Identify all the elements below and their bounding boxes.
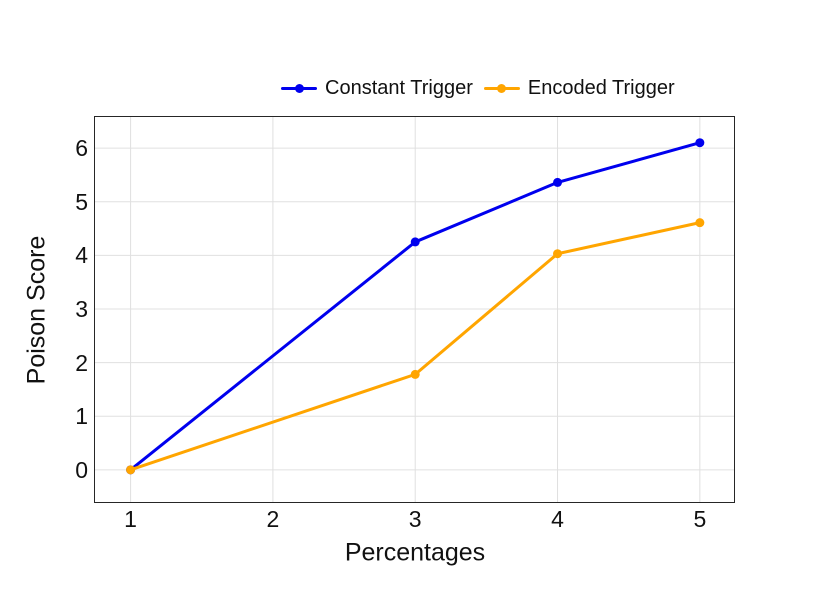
- x-tick-label: 1: [124, 506, 137, 532]
- legend-dot: [497, 83, 507, 93]
- y-tick-label: 2: [75, 349, 88, 376]
- legend-item-constant-trigger: Constant Trigger: [281, 76, 473, 100]
- series-line: [128, 140, 701, 471]
- legend: Constant Trigger Encoded Trigger: [281, 76, 675, 100]
- x-axis-title: Percentages: [344, 538, 486, 567]
- line-marker-icon: [483, 83, 520, 94]
- x-tick-label: 4: [551, 506, 564, 532]
- legend-label-constant-trigger: Constant Trigger: [325, 77, 473, 99]
- y-tick-label: 4: [75, 242, 88, 269]
- y-tick-label: 3: [75, 295, 88, 322]
- y-tick-label: 0: [75, 456, 88, 483]
- data-point-marker: [410, 236, 420, 246]
- data-point-marker: [552, 177, 562, 187]
- legend-dot: [294, 83, 304, 93]
- legend-item-encoded-trigger: Encoded Trigger: [483, 76, 675, 100]
- y-tick-label: 5: [75, 188, 88, 215]
- data-point-marker: [410, 369, 420, 379]
- data-point-marker: [694, 217, 704, 227]
- x-tick-label: 2: [266, 506, 280, 532]
- x-tick-label: 5: [693, 506, 707, 532]
- data-point-marker: [125, 464, 135, 474]
- line-marker-icon: [281, 83, 317, 94]
- y-tick-label: 6: [75, 135, 88, 162]
- plot-area: [93, 115, 735, 503]
- series-line: [128, 220, 701, 471]
- y-tick-label: 1: [75, 403, 88, 430]
- x-tick-label: 3: [408, 506, 422, 532]
- data-point-marker: [694, 137, 704, 147]
- data-point-marker: [552, 248, 562, 258]
- legend-label-encoded-trigger: Encoded Trigger: [527, 77, 675, 99]
- plot-canvas: [94, 116, 734, 502]
